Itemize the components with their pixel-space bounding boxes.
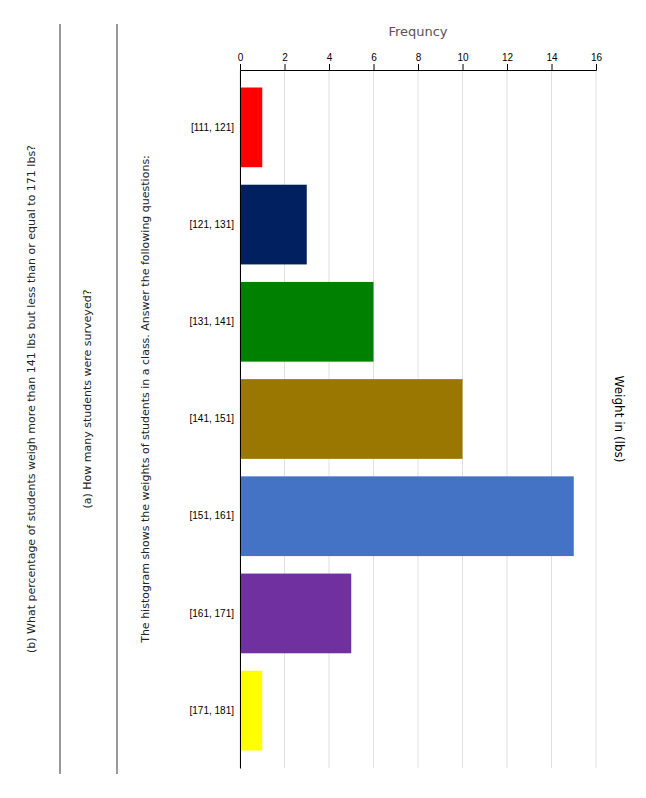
tick: [171, 181]: [190, 705, 240, 716]
tick: [151, 161]: [190, 510, 240, 521]
tick: 14: [546, 52, 558, 70]
tick-label: [171, 181]: [190, 705, 235, 716]
grid-line: [596, 70, 597, 768]
title: The histogram shows the weights of stude…: [139, 155, 152, 644]
tick-label: 6: [371, 52, 377, 63]
bar: [240, 574, 351, 654]
annotation: (b) What percentage of students weigh mo…: [25, 145, 38, 653]
chart: (b) What percentage of students weigh mo…: [0, 0, 646, 798]
tick: [161, 171]: [190, 608, 240, 619]
tick: 12: [502, 52, 514, 70]
bar: [240, 87, 262, 167]
grid: [240, 70, 596, 768]
axis-line: [240, 71, 241, 769]
tick-label: [131, 141]: [190, 316, 235, 327]
tick-mark: [507, 64, 508, 70]
tick-mark: [329, 64, 330, 70]
tick-label: [151, 161]: [190, 510, 235, 521]
bar: [240, 185, 307, 265]
bar: [240, 476, 574, 556]
x-axis: 0 2 4 6 8 10 12 14 16: [238, 52, 603, 71]
annotation: (a) How many students were surveyed?: [81, 289, 94, 508]
tick: [121, 131]: [190, 219, 240, 230]
tick: [131, 141]: [190, 316, 240, 327]
grid-line: [507, 70, 508, 768]
divider: [60, 24, 61, 774]
bars: [240, 87, 574, 750]
axis-line: [241, 64, 597, 71]
tick: [141, 151]: [190, 413, 240, 424]
y-axis-title: Weight in (lbs): [612, 376, 626, 463]
tick: [111, 121]: [191, 122, 240, 133]
tick-label: 14: [546, 52, 558, 63]
tick: 4: [327, 52, 333, 70]
bar: [240, 379, 463, 459]
tick-label: 10: [457, 52, 469, 63]
x-axis-title: Frequncy: [388, 24, 447, 39]
plot: 0 2 4 6 8 10 12 14 16 [111, 121] [121, 131] [131, 1…: [190, 24, 626, 769]
tick-label: [161, 171]: [190, 608, 235, 619]
tick-label: [111, 121]: [191, 122, 234, 133]
bar: [240, 671, 262, 751]
grid-line: [551, 70, 552, 768]
tick-mark: [374, 64, 375, 70]
tick-label: 8: [416, 52, 422, 63]
tick: 2: [282, 52, 288, 70]
tick-label: 2: [282, 52, 288, 63]
tick-mark: [418, 64, 419, 70]
tick-label: 12: [502, 52, 514, 63]
grid-line: [240, 70, 241, 768]
tick-label: 4: [327, 52, 333, 63]
tick-label: 16: [591, 52, 603, 63]
tick: 10: [457, 52, 469, 70]
tick-label: [141, 151]: [190, 413, 235, 424]
tick-mark: [552, 64, 553, 70]
tick: 8: [416, 52, 422, 70]
y-axis: [111, 121] [121, 131] [131, 141] [141, 151]…: [190, 71, 241, 769]
tick-mark: [285, 64, 286, 70]
tick: 0: [238, 52, 244, 70]
tick-label: 0: [238, 52, 244, 63]
tick-mark: [240, 64, 241, 70]
tick-mark: [596, 64, 597, 70]
bar: [240, 282, 374, 362]
tick: 6: [371, 52, 377, 70]
divider: [117, 24, 118, 774]
tick-mark: [463, 64, 464, 70]
tick-label: [121, 131]: [190, 219, 235, 230]
tick: 16: [591, 52, 603, 70]
